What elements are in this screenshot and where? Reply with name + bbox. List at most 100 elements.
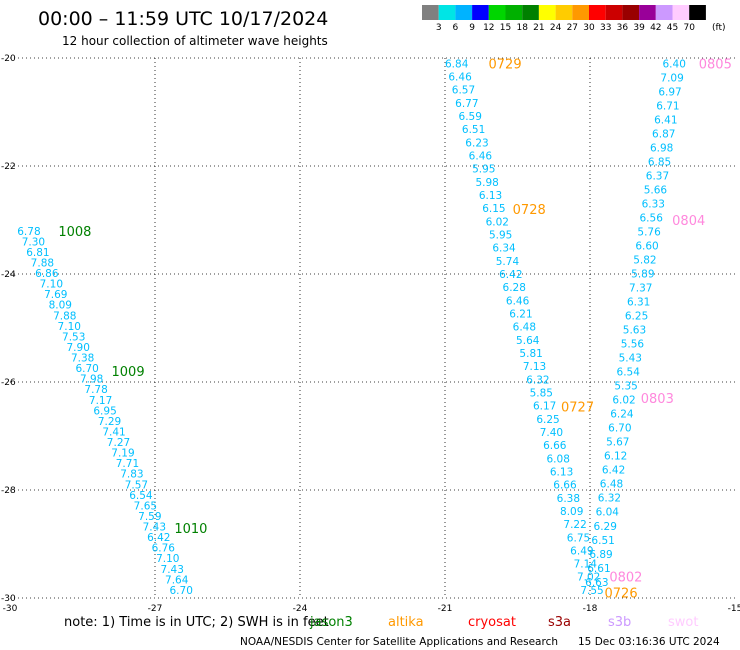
- wave-height-value: 5.35: [614, 381, 637, 393]
- wave-height-value: 5.85: [530, 387, 553, 399]
- axis-ticks: -30 -27 -24 -21 -18 -15 -20 -22 -24 -26 -28 -30: [1, 54, 740, 614]
- pass-number-label: 0729: [489, 57, 522, 72]
- wave-height-value: 5.95: [472, 164, 495, 176]
- wave-height-value: 7.83: [120, 469, 143, 481]
- wave-height-value: 5.95: [489, 230, 512, 242]
- color-scale-tick: 15: [500, 23, 511, 33]
- wave-height-value: 6.25: [625, 311, 648, 323]
- plot-grid: [10, 57, 735, 599]
- satellite-track: 6.787.306.817.886.867.107.698.097.887.10…: [17, 225, 207, 597]
- wave-height-value: 7.71: [116, 458, 139, 470]
- wave-height-value: 7.37: [629, 283, 652, 295]
- wave-height-value: 6.98: [650, 142, 673, 154]
- wave-height-value: 7.98: [80, 374, 103, 386]
- wave-height-value: 7.78: [84, 384, 107, 396]
- satellite-legend-item: s3b: [608, 615, 631, 630]
- wave-height-value: 7.14: [574, 559, 598, 571]
- wave-height-value: 7.40: [540, 427, 563, 439]
- wave-height-value: 6.04: [596, 507, 620, 519]
- wave-height-value: 6.42: [602, 465, 625, 477]
- pass-number-label: 0803: [641, 392, 674, 407]
- wave-height-value: 6.95: [93, 405, 116, 417]
- wave-height-value: 5.66: [644, 184, 668, 196]
- satellite-legend-item: jason3: [309, 615, 353, 630]
- x-tick-label: -15: [728, 604, 740, 614]
- wave-height-value: 6.87: [652, 128, 675, 140]
- wave-height-value: 5.74: [496, 256, 520, 268]
- wave-height-value: 6.32: [598, 493, 621, 505]
- chart-title: 00:00 – 11:59 UTC 10/17/2024: [38, 8, 328, 30]
- wave-height-value: 7.41: [102, 426, 125, 438]
- color-scale-unit: (ft): [712, 23, 726, 33]
- wave-height-value: 6.24: [610, 409, 634, 421]
- wave-height-value: 6.33: [642, 199, 665, 211]
- wave-height-value: 6.34: [492, 243, 516, 255]
- wave-height-value: 5.56: [621, 339, 645, 351]
- wave-height-value: 6.48: [513, 322, 536, 334]
- wave-height-value: 7.10: [58, 321, 81, 333]
- wave-height-value: 7.09: [660, 72, 683, 84]
- color-scale-swatch: [655, 5, 673, 20]
- wave-height-value: 6.15: [482, 203, 505, 215]
- wave-height-value: 7.43: [161, 564, 184, 576]
- wave-height-value: 5.76: [637, 227, 661, 239]
- satellite-legend-item: altika: [388, 615, 424, 630]
- wave-height-value: 7.38: [71, 353, 94, 365]
- wave-height-value: 7.02: [577, 572, 600, 584]
- satellite-legend-item: cryosat: [468, 615, 516, 630]
- wave-height-value: 6.51: [462, 124, 485, 136]
- wave-height-value: 6.41: [654, 114, 677, 126]
- wave-height-value: 6.54: [129, 490, 153, 502]
- wave-height-value: 6.61: [587, 563, 610, 575]
- wave-height-value: 7.10: [40, 279, 63, 291]
- wave-height-value: 6.25: [536, 414, 559, 426]
- color-scale-tick: 21: [533, 23, 544, 33]
- wave-height-value: 7.59: [138, 511, 161, 523]
- footer-note: note: 1) Time is in UTC; 2) SWH is in fe…: [64, 615, 329, 630]
- wave-height-value: 6.97: [658, 86, 681, 98]
- y-tick-label: -30: [1, 594, 16, 604]
- footer-credit: NOAA/NESDIS Center for Satellite Applica…: [240, 636, 558, 648]
- y-tick-label: -20: [1, 54, 16, 64]
- color-scale-swatch: [555, 5, 573, 20]
- wave-height-value: 6.38: [557, 493, 580, 505]
- wave-height-value: 6.57: [452, 85, 475, 97]
- wave-height-value: 6.56: [640, 213, 664, 225]
- wave-height-value: 7.90: [67, 342, 90, 354]
- wave-height-value: 6.28: [503, 282, 526, 294]
- wave-height-value: 7.43: [143, 522, 166, 534]
- color-scale-swatch: [422, 5, 439, 20]
- wave-height-value: 6.77: [455, 98, 478, 110]
- color-scale-tick: 70: [683, 23, 695, 33]
- wave-height-value: 6.51: [591, 535, 614, 547]
- wave-height-value: 7.22: [563, 519, 586, 531]
- wave-height-value: 6.66: [543, 440, 567, 452]
- color-scale-swatch: [672, 5, 690, 20]
- x-tick-label: -30: [3, 604, 18, 614]
- color-scale-swatch: [639, 5, 656, 20]
- pass-number-label: 0728: [513, 203, 546, 218]
- color-scale-tick: 30: [583, 23, 595, 33]
- wave-height-value: 7.55: [580, 585, 603, 597]
- pass-number-label: 1008: [58, 225, 91, 240]
- wave-height-value: 8.09: [49, 300, 72, 312]
- satellite-legend-item: s3a: [548, 615, 571, 630]
- color-scale-swatch: [455, 5, 473, 20]
- x-tick-label: -27: [148, 604, 163, 614]
- satellite-track: 6.846.466.576.776.596.516.236.465.955.98…: [445, 57, 638, 601]
- wave-height-value: 6.86: [35, 268, 59, 280]
- color-scale-swatch: [572, 5, 589, 20]
- footer-timestamp: 15 Dec 03:16:36 UTC 2024: [578, 636, 720, 648]
- color-scale-tick: 6: [453, 23, 459, 33]
- wave-height-value: 7.69: [44, 289, 67, 301]
- color-scale-tick: 18: [516, 23, 528, 33]
- wave-height-value: 6.08: [547, 453, 570, 465]
- wave-height-value: 6.42: [499, 269, 522, 281]
- chart-subtitle: 12 hour collection of altimeter wave hei…: [62, 34, 328, 48]
- wave-height-value: 6.29: [594, 521, 617, 533]
- wave-height-value: 6.12: [604, 451, 627, 463]
- pass-number-label: 1010: [174, 522, 207, 537]
- color-scale: 3 6 9 12 15 18 21 24 27 30 33 36 39 42 45 70: [422, 5, 706, 33]
- wave-height-value: 6.32: [526, 374, 549, 386]
